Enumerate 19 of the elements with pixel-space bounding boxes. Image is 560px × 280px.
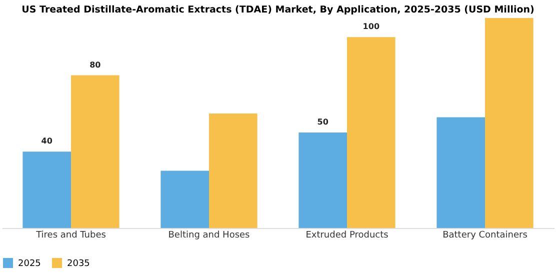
data-label: 100 (362, 22, 380, 32)
bar (71, 75, 120, 228)
chart-title: US Treated Distillate-Aromatic Extracts (TDAE) Market, By Application, 2025-2035 (USD Million) (22, 4, 534, 16)
x-tick-label: Battery Containers (442, 230, 528, 240)
data-label: 50 (317, 118, 329, 127)
bar (485, 18, 534, 228)
bar (22, 152, 71, 228)
legend-label: 2035 (67, 259, 90, 269)
legend-label: 2025 (18, 259, 41, 269)
data-label: 40 (41, 136, 53, 146)
bar (436, 117, 485, 228)
x-tick-label: Tires and Tubes (35, 230, 106, 240)
bar (160, 170, 209, 228)
bar (298, 132, 347, 228)
x-tick-label: Extruded Products (306, 230, 389, 240)
x-tick-label: Belting and Hoses (168, 230, 250, 240)
bar (347, 37, 396, 228)
bar (209, 113, 258, 228)
data-label: 80 (90, 60, 102, 70)
